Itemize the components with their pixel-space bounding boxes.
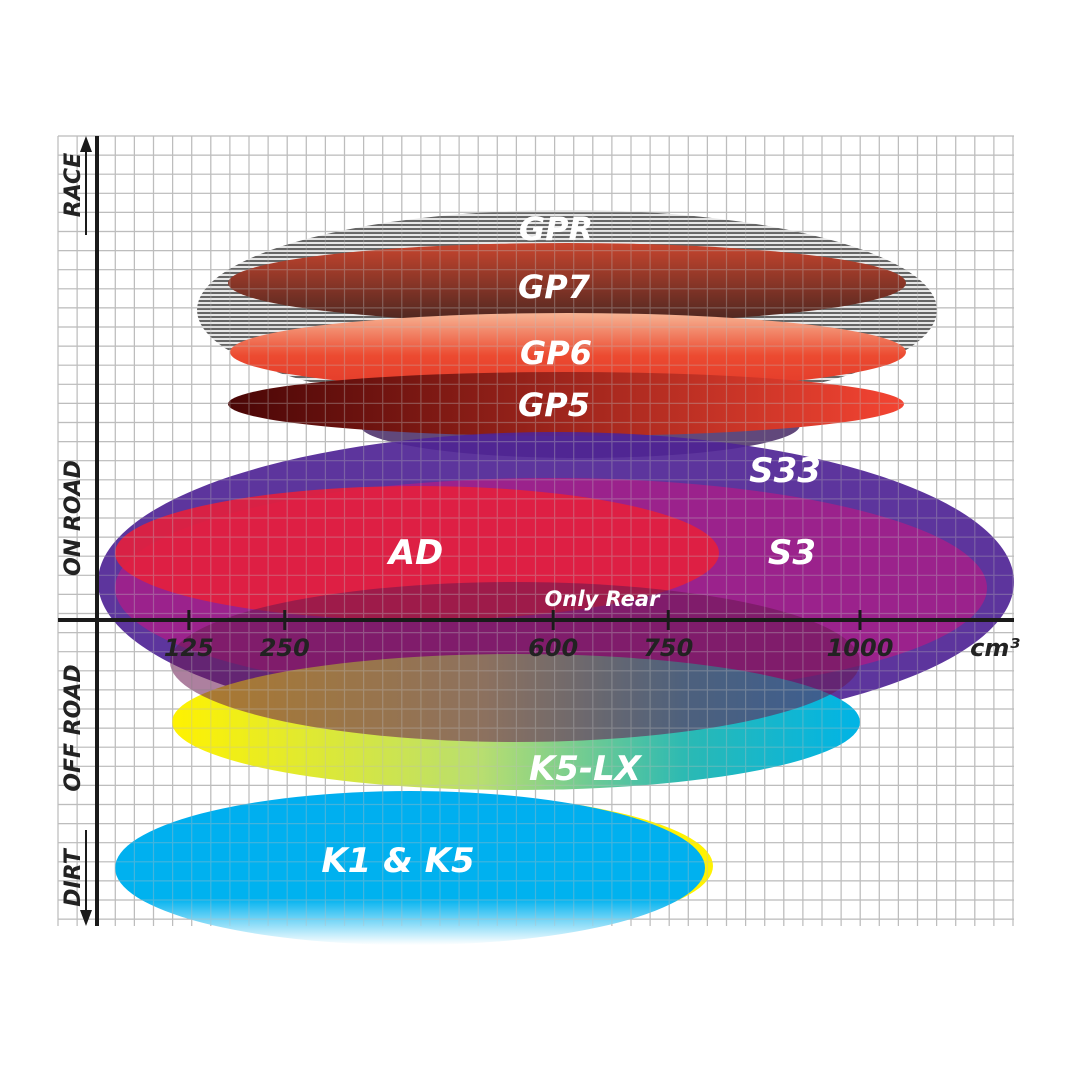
x-tick-label: 1000 bbox=[827, 634, 894, 662]
product-label: GPR bbox=[519, 210, 593, 248]
product-label: Only Rear bbox=[545, 587, 662, 611]
ellipse-gp6 bbox=[230, 313, 906, 391]
y-category-label: OFF ROAD bbox=[61, 664, 86, 791]
x-unit-label: cm³ bbox=[970, 634, 1020, 662]
arrow-down-icon bbox=[80, 910, 92, 926]
product-label: GP6 bbox=[520, 334, 592, 372]
product-label: GP5 bbox=[518, 386, 590, 424]
y-category-label: ON ROAD bbox=[61, 460, 86, 576]
product-label: AD bbox=[386, 533, 444, 573]
arrow-up-icon bbox=[80, 136, 92, 152]
x-tick-label: 250 bbox=[260, 634, 310, 662]
product-label: K5-LX bbox=[529, 749, 643, 789]
y-category-label: DIRT bbox=[61, 847, 86, 906]
x-tick-label: 125 bbox=[164, 634, 214, 662]
product-label: S3 bbox=[768, 533, 816, 573]
product-label: GP7 bbox=[518, 268, 591, 306]
ellipse-only-rear bbox=[170, 582, 860, 742]
x-tick-label: 750 bbox=[643, 634, 693, 662]
x-tick-label: 600 bbox=[528, 634, 578, 662]
ellipse-k1-k5 bbox=[115, 791, 705, 945]
ellipse-gp5 bbox=[228, 372, 904, 436]
grid-overlay bbox=[57, 135, 1014, 926]
y-category-label: RACE bbox=[61, 153, 86, 217]
product-label: S33 bbox=[749, 451, 821, 491]
ellipse-gp7 bbox=[228, 243, 906, 323]
product-label: K1 & K5 bbox=[321, 841, 474, 881]
